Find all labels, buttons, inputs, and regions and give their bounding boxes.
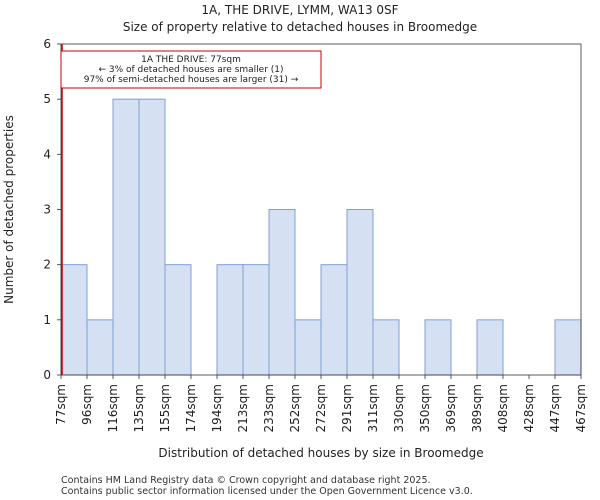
x-tick-label: 77sqm: [54, 384, 68, 425]
bar-194sqm: [216, 264, 244, 376]
x-tick-label: 194sqm: [210, 384, 224, 432]
bar-233sqm: [268, 209, 296, 376]
footer-licence: Contains public sector information licen…: [61, 486, 473, 497]
x-tick-label: 174sqm: [184, 384, 198, 432]
x-tick-label: 447sqm: [548, 384, 562, 432]
bar-77sqm: [60, 264, 88, 376]
chart-title-line-1: 1A, THE DRIVE, LYMM, WA13 0SF: [201, 3, 399, 17]
y-tick-label: 5: [43, 92, 51, 106]
bar-135sqm: [138, 98, 166, 376]
annotation-line-3: 97% of semi-detached houses are larger (…: [84, 75, 299, 85]
y-tick-label: 0: [43, 368, 51, 382]
x-tick-label: 311sqm: [366, 384, 380, 432]
x-tick-label: 428sqm: [522, 384, 536, 432]
y-tick-label: 6: [43, 37, 51, 51]
x-tick-label: 96sqm: [80, 384, 94, 425]
annotation-box: [60, 50, 322, 89]
bar-272sqm: [320, 264, 348, 376]
x-tick-label: 116sqm: [106, 384, 120, 432]
x-tick-label: 408sqm: [496, 384, 510, 432]
chart-title-line-2: Size of property relative to detached ho…: [122, 20, 478, 34]
y-axis: 0 1 2 3 4 5 6: [43, 37, 61, 382]
y-tick-label: 3: [43, 203, 51, 217]
bar-311sqm: [372, 319, 400, 376]
bar-252sqm: [294, 319, 322, 376]
x-tick-label: 272sqm: [314, 384, 328, 432]
y-tick-label: 1: [43, 313, 51, 327]
x-tick-label: 330sqm: [392, 384, 406, 432]
y-axis-label: Number of detached properties: [2, 115, 16, 304]
bar-213sqm: [242, 264, 270, 376]
bar-116sqm: [112, 98, 140, 376]
x-tick-label: 369sqm: [444, 384, 458, 432]
x-axis-label: Distribution of detached houses by size …: [158, 446, 483, 460]
plot-frame: [60, 43, 582, 376]
x-tick-label: 233sqm: [262, 384, 276, 432]
annotation-line-2: ← 3% of detached houses are smaller (1): [98, 65, 283, 75]
bar-155sqm: [164, 264, 192, 376]
x-axis: 77sqm 96sqm 116sqm 135sqm 155sqm 174sqm 194sqm…: [54, 375, 588, 432]
bar-447sqm: [554, 319, 582, 376]
x-tick-label: 213sqm: [236, 384, 250, 432]
bar-291sqm: [346, 209, 374, 376]
bars-group: [60, 98, 582, 376]
y-tick-label: 2: [43, 258, 51, 272]
bar-350sqm: [424, 319, 452, 376]
x-tick-label: 291sqm: [340, 384, 354, 432]
annotation-line-1: 1A THE DRIVE: 77sqm: [141, 55, 241, 65]
y-tick-label: 4: [43, 147, 51, 161]
x-tick-label: 467sqm: [574, 384, 588, 432]
x-tick-label: 252sqm: [288, 384, 302, 432]
x-tick-label: 350sqm: [418, 384, 432, 432]
bar-389sqm: [476, 319, 504, 376]
bar-96sqm: [86, 319, 114, 376]
footer-copyright: Contains HM Land Registry data © Crown c…: [61, 475, 431, 486]
x-tick-label: 135sqm: [132, 384, 146, 432]
x-tick-label: 389sqm: [470, 384, 484, 432]
x-tick-label: 155sqm: [158, 384, 172, 432]
